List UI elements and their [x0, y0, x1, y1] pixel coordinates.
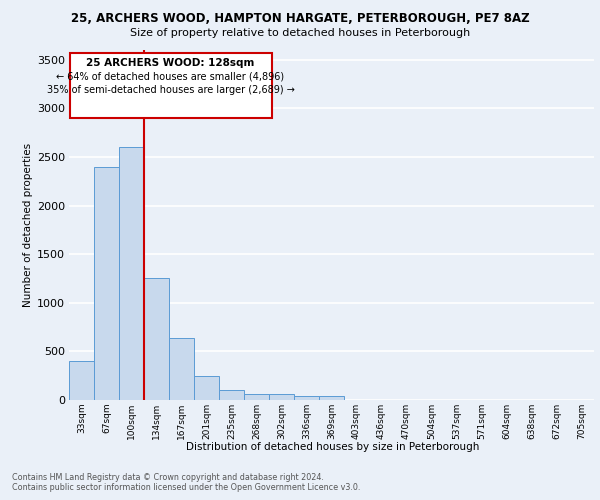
Text: Contains HM Land Registry data © Crown copyright and database right 2024.
Contai: Contains HM Land Registry data © Crown c…: [12, 472, 361, 492]
Bar: [69, 361, 94, 400]
FancyBboxPatch shape: [70, 53, 271, 118]
Text: 35% of semi-detached houses are larger (2,689) →: 35% of semi-detached houses are larger (…: [47, 84, 295, 94]
Bar: [269, 394, 294, 400]
Y-axis label: Number of detached properties: Number of detached properties: [23, 143, 32, 307]
Bar: [319, 396, 344, 400]
Bar: [294, 396, 319, 400]
Text: 25 ARCHERS WOOD: 128sqm: 25 ARCHERS WOOD: 128sqm: [86, 58, 254, 68]
Bar: [144, 278, 169, 400]
Bar: [244, 394, 269, 400]
Bar: [194, 376, 219, 400]
Bar: [219, 390, 244, 400]
Text: Distribution of detached houses by size in Peterborough: Distribution of detached houses by size …: [187, 442, 479, 452]
Text: 25, ARCHERS WOOD, HAMPTON HARGATE, PETERBOROUGH, PE7 8AZ: 25, ARCHERS WOOD, HAMPTON HARGATE, PETER…: [71, 12, 529, 26]
Bar: [169, 338, 194, 400]
Text: Size of property relative to detached houses in Peterborough: Size of property relative to detached ho…: [130, 28, 470, 38]
Bar: [94, 166, 119, 400]
Bar: [119, 147, 144, 400]
Text: ← 64% of detached houses are smaller (4,896): ← 64% of detached houses are smaller (4,…: [56, 72, 284, 82]
